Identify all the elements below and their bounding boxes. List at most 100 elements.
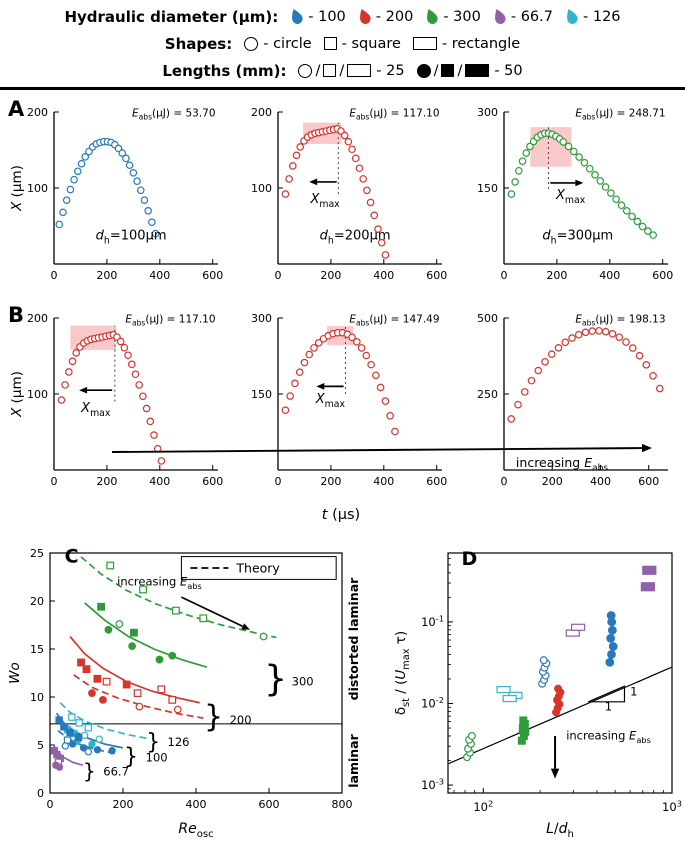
marker	[565, 629, 580, 637]
legend-item-d126-label: - 126	[583, 8, 621, 25]
svg-text:Wo: Wo	[7, 662, 23, 684]
svg-text:100: 100	[146, 750, 168, 764]
shape-square-item: - square	[323, 36, 401, 52]
shape-circle-label: - circle	[263, 35, 312, 52]
svg-text:L/dh: L/dh	[546, 821, 574, 840]
svg-text:102: 102	[473, 798, 493, 814]
marker	[68, 740, 77, 748]
svg-text:300: 300	[477, 106, 498, 119]
marker	[554, 684, 563, 693]
marker	[507, 415, 516, 423]
marker	[564, 142, 573, 151]
marker	[607, 650, 616, 659]
marker	[289, 162, 297, 170]
droplet-icon	[494, 9, 506, 24]
t-symbol: t	[321, 507, 328, 523]
marker	[80, 731, 89, 740]
marker	[649, 371, 657, 380]
svg-text:200: 200	[230, 713, 252, 727]
marker	[140, 196, 149, 204]
marker	[519, 716, 528, 725]
svg-text:200: 200	[320, 269, 341, 282]
svg-text:}: }	[146, 730, 160, 755]
panel-B2-chart: 0 200 400 600 150 300 Eabs(μJ) = 147.49 Xmax	[251, 312, 447, 488]
marker	[142, 404, 151, 413]
length-50-item: / / - 50	[416, 63, 523, 79]
marker	[591, 171, 599, 179]
marker	[115, 620, 124, 628]
marker	[133, 689, 142, 698]
marker	[84, 724, 93, 732]
svg-text:Eabs(μJ) = 53.70: Eabs(μJ) = 53.70	[132, 108, 216, 122]
svg-text:X (μm): X (μm)	[9, 165, 25, 212]
svg-text:15: 15	[30, 643, 44, 656]
marker	[157, 685, 166, 694]
marker	[608, 330, 617, 338]
marker	[348, 333, 356, 342]
legend-row-diameters: Hydraulic diameter (μm): - 100 - 200 - 3…	[0, 3, 685, 30]
marker	[515, 166, 523, 175]
marker	[125, 161, 134, 170]
svg-text:increasing Eabs: increasing Eabs	[117, 575, 202, 591]
marker	[133, 177, 141, 185]
marker	[628, 344, 637, 352]
marker	[575, 153, 583, 161]
marker	[612, 195, 620, 203]
marker	[59, 208, 67, 217]
marker	[62, 196, 71, 204]
marker	[104, 625, 113, 634]
marker	[61, 742, 70, 750]
svg-text:200: 200	[251, 106, 272, 119]
svg-text:200: 200	[96, 475, 117, 488]
svg-text:300: 300	[292, 674, 314, 688]
marker	[314, 339, 323, 347]
svg-text:600: 600	[259, 798, 280, 811]
marker	[285, 175, 293, 183]
marker	[644, 227, 652, 235]
marker	[292, 151, 301, 160]
svg-text:400: 400	[373, 475, 394, 488]
svg-text:0: 0	[275, 269, 282, 282]
marker	[168, 695, 177, 704]
marker	[146, 417, 155, 426]
marker	[391, 427, 399, 436]
marker	[124, 351, 132, 360]
marker	[377, 238, 386, 247]
svg-text:250: 250	[477, 388, 498, 401]
marker	[128, 642, 137, 651]
svg-text:}: }	[204, 700, 223, 735]
marker	[84, 748, 93, 756]
legend-item-d126: - 126	[565, 8, 621, 25]
svg-text:200: 200	[27, 312, 48, 325]
marker	[139, 392, 147, 401]
panel-label-A: A	[8, 97, 25, 121]
filled-rectangle-icon	[465, 64, 490, 77]
marker	[607, 189, 615, 197]
marker	[381, 397, 390, 405]
filled-circle-icon	[416, 63, 431, 78]
marker	[606, 633, 616, 643]
svg-text:800: 800	[332, 798, 353, 811]
marker	[66, 185, 75, 194]
svg-text:C: C	[65, 546, 79, 568]
marker	[95, 735, 103, 743]
marker	[615, 333, 624, 341]
svg-text:100: 100	[27, 388, 48, 401]
panel-label-B: B	[8, 303, 25, 327]
marker	[144, 207, 152, 215]
legend-row-lengths: Lengths (mm): / / - 25 // - 50	[0, 57, 685, 84]
svg-text:Xmax: Xmax	[309, 192, 340, 210]
marker	[628, 212, 636, 221]
svg-text:Eabs(μJ) = 117.10: Eabs(μJ) = 117.10	[125, 314, 215, 328]
marker	[129, 169, 138, 177]
svg-text:200: 200	[27, 106, 48, 119]
svg-text:10-3: 10-3	[421, 776, 444, 792]
svg-text:increasing Eabs: increasing Eabs	[566, 729, 651, 745]
marker	[135, 702, 144, 711]
t-units: (μs)	[327, 507, 361, 523]
svg-text:dh=200μm: dh=200μm	[320, 229, 391, 247]
marker	[638, 222, 647, 231]
marker	[541, 357, 549, 366]
time-axis-label: t (μs)	[232, 507, 450, 523]
marker	[633, 217, 642, 226]
